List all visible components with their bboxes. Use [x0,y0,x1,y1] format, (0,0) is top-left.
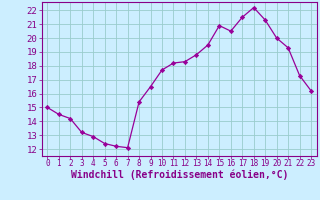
X-axis label: Windchill (Refroidissement éolien,°C): Windchill (Refroidissement éolien,°C) [70,170,288,180]
